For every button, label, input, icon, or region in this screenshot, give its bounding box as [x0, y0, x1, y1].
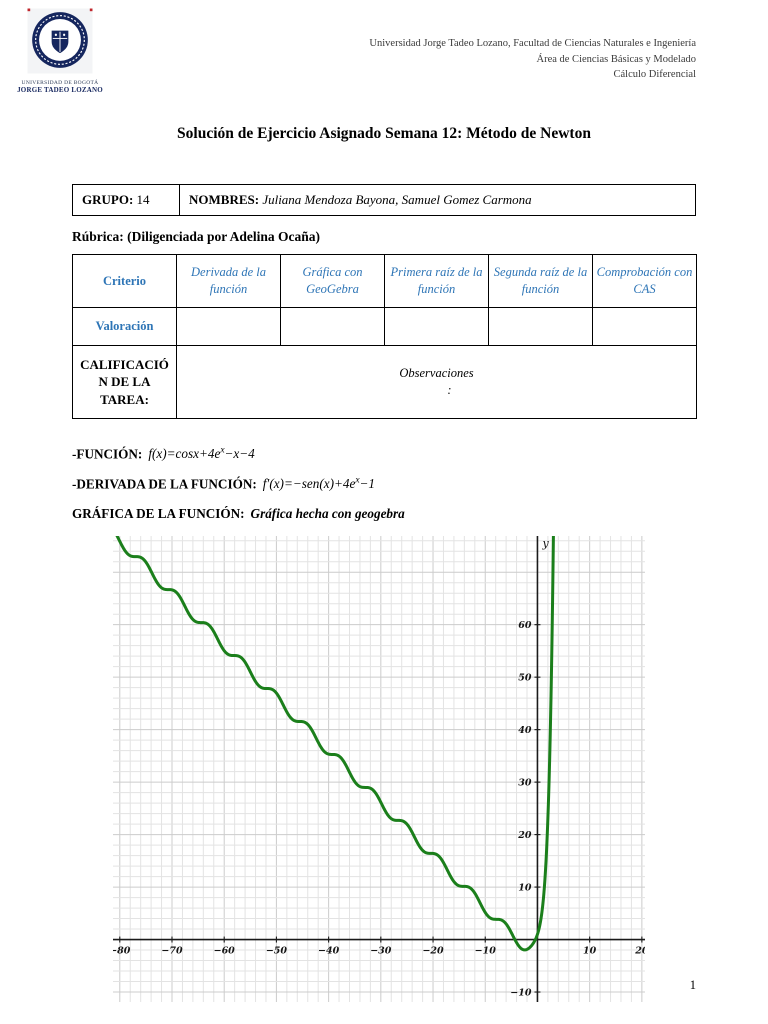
svg-text:−10: −10: [510, 988, 532, 999]
function-formula-exp: x: [220, 446, 225, 456]
header-institution-info: Universidad Jorge Tadeo Lozano, Facultad…: [369, 36, 696, 83]
calificacion-label: CALIFICACIÓN DE LA TAREA:: [72, 345, 177, 419]
valoracion-label: Valoración: [72, 307, 177, 346]
svg-text:−80: −80: [113, 946, 131, 957]
group-table-row: GRUPO: 14 NOMBRES: Juliana Mendoza Bayon…: [72, 184, 696, 216]
valoracion-value-cell: [488, 307, 593, 346]
institution-line-1: Universidad Jorge Tadeo Lozano, Facultad…: [369, 38, 696, 49]
derivative-formula-pre: f′(x)=−sen(x)+4e: [262, 476, 356, 492]
graph-caption-label: GRÁFICA DE LA FUNCIÓN:: [72, 506, 245, 521]
function-label: -FUNCIÓN:: [72, 446, 143, 462]
svg-text:y: y: [541, 537, 549, 550]
rubric-header-row: Criterio Derivada de la función Gráfica …: [72, 254, 697, 308]
logo-caption-small: UNIVERSIDAD DE BOGOTÁ: [21, 80, 99, 86]
geogebra-plot: −80 −70 −60 −50 −40 −30 −20 −10 10 20 −10 10 20 30 40 5…: [113, 536, 645, 1002]
rubric-header-grafica: Gráfica con GeoGebra: [280, 254, 385, 308]
svg-text:50: 50: [518, 673, 532, 684]
group-value: 14: [136, 192, 150, 207]
function-formula-post: −x−4: [224, 446, 255, 462]
rubric-header-primera-raiz: Primera raíz de la función: [384, 254, 489, 308]
group-cell: GRUPO: 14: [72, 184, 180, 216]
valoracion-value-cell: [176, 307, 281, 346]
names-label: NOMBRES:: [189, 192, 260, 207]
rubric-header-criterio: Criterio: [72, 254, 177, 308]
svg-text:10: 10: [583, 946, 597, 957]
rubric-header-derivada: Derivada de la función: [176, 254, 281, 308]
graph-caption-line: GRÁFICA DE LA FUNCIÓN: Gráfica hecha con …: [72, 506, 405, 522]
svg-text:−50: −50: [266, 946, 288, 957]
group-label: GRUPO:: [82, 192, 134, 207]
derivative-formula-exp: x: [355, 476, 360, 486]
valoracion-value-cell: [384, 307, 489, 346]
valoracion-row: Valoración: [72, 307, 697, 346]
derivative-line: -DERIVADA DE LA FUNCIÓN: f′(x)=−sen(x)+4e…: [72, 476, 375, 492]
rubric-heading: Rúbrica: (Diligenciada por Adelina Ocaña…: [72, 229, 321, 244]
function-formula-pre: f(x)=cosx+4e: [148, 446, 221, 462]
svg-text:10: 10: [518, 883, 532, 894]
svg-text:20: 20: [517, 830, 532, 841]
rubric-header-segunda-raiz: Segunda raíz de la función: [488, 254, 593, 308]
logo-caption-name: JORGE TADEO LOZANO: [17, 86, 103, 94]
function-graph: −80 −70 −60 −50 −40 −30 −20 −10 10 20 −10 10 20 30 40 5…: [113, 536, 645, 1002]
function-line: -FUNCIÓN: f(x)=cosx+4ex−x−4: [72, 446, 255, 462]
svg-text:60: 60: [518, 620, 532, 631]
graph-caption-note: Gráfica hecha con geogebra: [250, 506, 405, 521]
institution-line-3: Cálculo Diferencial: [613, 69, 696, 81]
document-title: Solución de Ejercicio Asignado Semana 12…: [177, 125, 591, 142]
calificacion-row: CALIFICACIÓN DE LA TAREA: Observaciones …: [72, 345, 697, 419]
derivative-label: -DERIVADA DE LA FUNCIÓN:: [72, 476, 257, 492]
function-formula: f(x)=cosx+4ex−x−4: [148, 446, 254, 461]
svg-text:−40: −40: [318, 946, 340, 957]
svg-text:20: 20: [634, 946, 645, 957]
valoracion-value-cell: [280, 307, 385, 346]
svg-text:−70: −70: [161, 946, 183, 957]
svg-text:40: 40: [518, 725, 532, 736]
observaciones-colon: :: [447, 383, 452, 397]
rubric-header-comprobacion: Comprobación con CAS: [592, 254, 697, 308]
names-value: Juliana Mendoza Bayona, Samuel Gomez Car…: [262, 192, 532, 207]
svg-text:−20: −20: [422, 946, 444, 957]
derivative-formula: f′(x)=−sen(x)+4ex−1: [263, 476, 375, 491]
names-cell: NOMBRES: Juliana Mendoza Bayona, Samuel …: [179, 184, 696, 216]
university-crest-icon: [27, 8, 93, 74]
svg-text:−10: −10: [475, 946, 497, 957]
observaciones-cell: Observaciones :: [176, 345, 697, 419]
page-number: 1: [689, 978, 696, 992]
observaciones-label: Observaciones: [399, 366, 474, 381]
institution-line-2: Área de Ciencias Básicas y Modelado: [536, 53, 697, 65]
svg-text:−30: −30: [370, 946, 392, 957]
rubric-table: Criterio Derivada de la función Gráfica …: [72, 254, 697, 419]
derivative-formula-post: −1: [359, 476, 376, 492]
university-logo: UNIVERSIDAD DE BOGOTÁ JORGE TADEO LOZANO: [16, 8, 104, 94]
group-table: GRUPO: 14 NOMBRES: Juliana Mendoza Bayon…: [72, 184, 696, 216]
svg-text:−60: −60: [214, 946, 236, 957]
valoracion-value-cell: [592, 307, 697, 346]
svg-text:30: 30: [518, 778, 532, 789]
